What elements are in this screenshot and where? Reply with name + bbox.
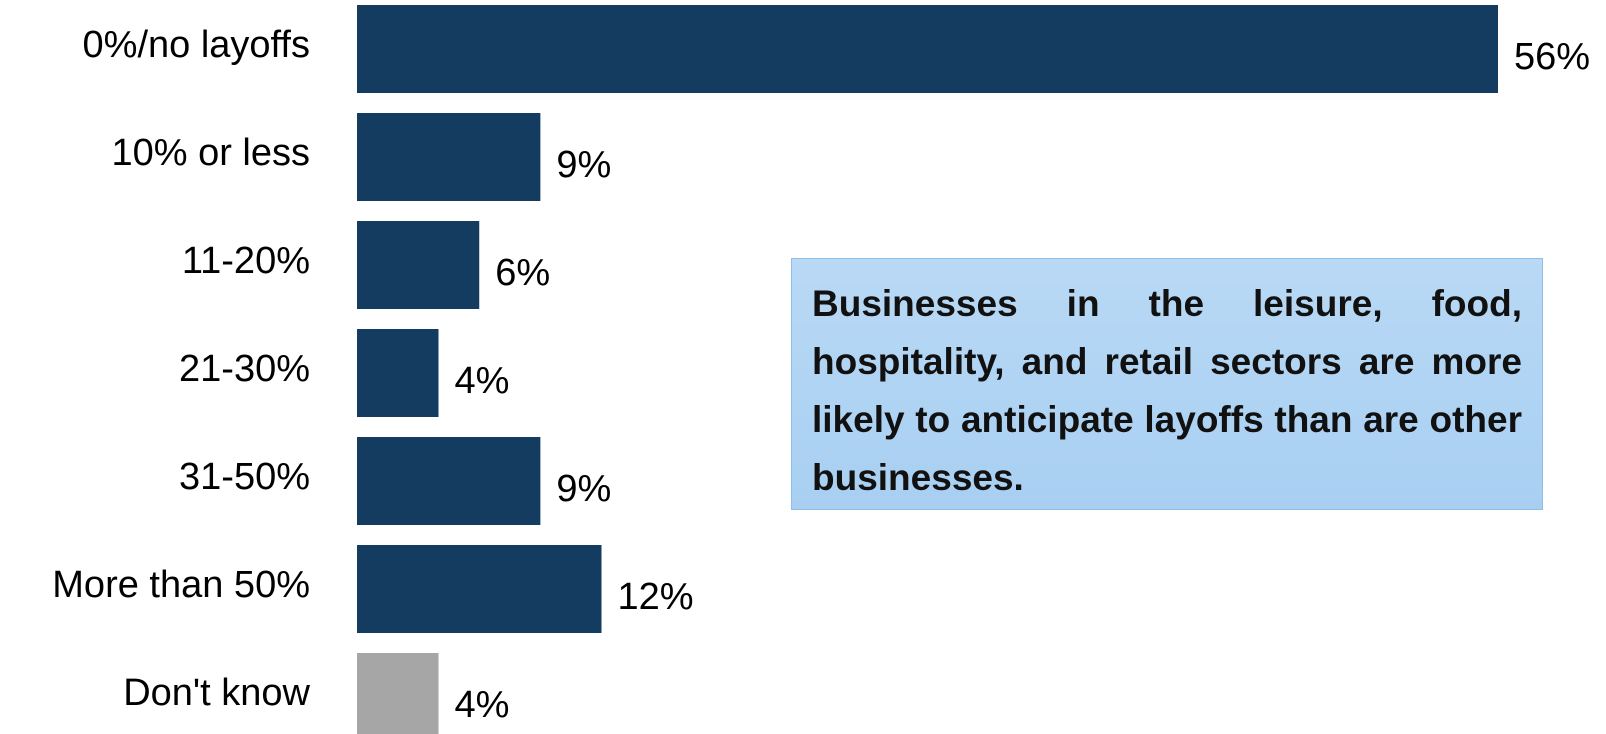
category-label-3: 21-30% [179,348,310,390]
category-label-1: 10% or less [111,132,310,174]
value-label-0: 56% [1514,36,1590,78]
bar-2 [357,221,480,309]
value-label-6: 4% [455,684,510,726]
value-label-3: 4% [455,360,510,402]
bar-5 [357,545,602,633]
category-label-2: 11-20% [182,240,310,282]
value-label-5: 12% [618,576,694,618]
value-label-2: 6% [495,252,550,294]
category-label-4: 31-50% [179,456,310,498]
category-label-6: Don't know [123,672,310,714]
bar-3 [357,329,439,417]
value-label-4: 9% [556,468,611,510]
bar-0 [357,5,1498,93]
annotation-text: Businesses in the leisure, food, hospita… [812,283,1522,498]
category-label-0: 0%/no layoffs [83,24,310,66]
category-label-5: More than 50% [52,564,310,606]
bar-1 [357,113,541,201]
bar-4 [357,437,541,525]
bar-6 [357,653,439,734]
annotation-callout: Businesses in the leisure, food, hospita… [791,258,1543,510]
value-label-1: 9% [556,144,611,186]
